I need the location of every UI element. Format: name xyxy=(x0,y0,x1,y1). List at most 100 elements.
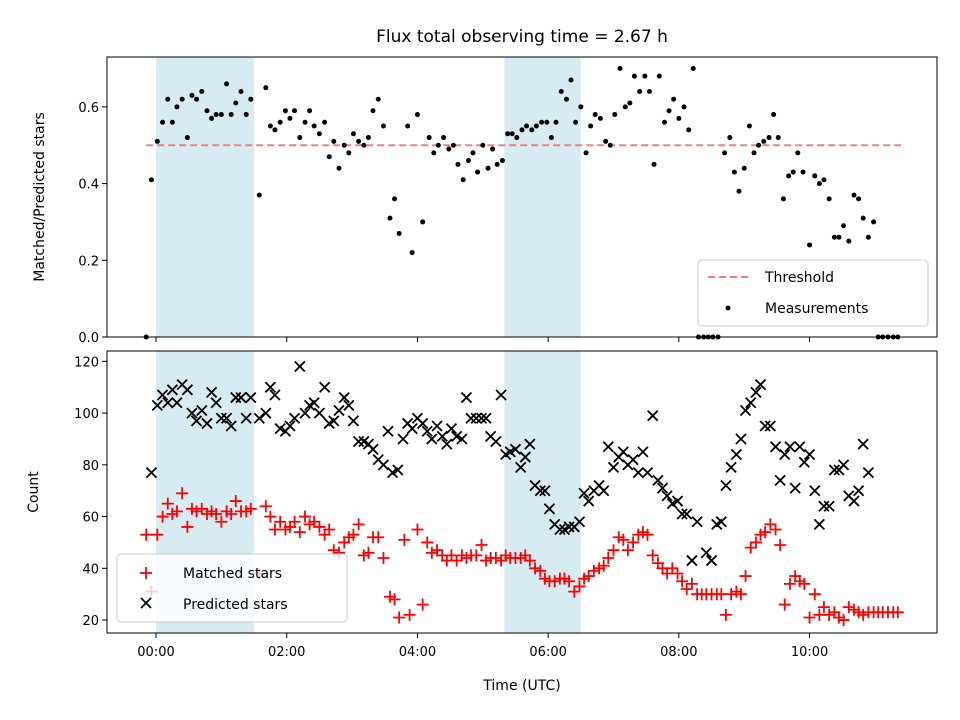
measurements-series xyxy=(143,66,901,340)
matched-stars-point xyxy=(617,533,630,546)
measurement-point xyxy=(505,131,511,137)
top-y-ticks: 0.0 0.2 0.4 0.6 xyxy=(78,101,107,346)
predicted-stars-point xyxy=(294,360,306,373)
measurement-point xyxy=(311,123,317,129)
predicted-stars-point xyxy=(720,479,732,492)
measurement-point xyxy=(780,196,786,202)
predicted-stars-point xyxy=(215,412,228,424)
measurement-point xyxy=(836,234,842,240)
measurement-point xyxy=(263,85,269,91)
measurement-point xyxy=(420,219,426,225)
measurement-point xyxy=(856,196,862,202)
matched-stars-point xyxy=(475,539,488,552)
measurement-point xyxy=(228,112,234,118)
measurement-point xyxy=(204,108,210,114)
predicted-stars-point xyxy=(377,459,390,471)
y-tick-label: 0.2 xyxy=(78,254,99,269)
predicted-stars-point xyxy=(779,448,791,461)
y-tick-label: 80 xyxy=(82,459,99,474)
top-legend: Threshold Measurements xyxy=(697,259,929,327)
matched-stars-point xyxy=(377,551,390,564)
predicted-stars-point xyxy=(515,461,527,474)
predicted-stars-point xyxy=(284,420,296,432)
predicted-stars-point xyxy=(480,412,492,424)
predicted-stars-point xyxy=(573,516,586,528)
measurement-point xyxy=(558,89,564,95)
matched-stars-point xyxy=(759,526,772,539)
predicted-stars-point xyxy=(196,404,208,417)
x-axis-label: Time (UTC) xyxy=(482,678,560,694)
matched-stars-point xyxy=(548,575,561,588)
predicted-stars-series xyxy=(145,360,875,567)
measurement-point xyxy=(199,89,205,95)
measurement-point xyxy=(326,154,332,160)
matched-stars-point xyxy=(808,588,821,601)
measurement-point xyxy=(622,104,628,110)
measurement-point xyxy=(297,135,303,141)
predicted-stars-point xyxy=(475,412,488,424)
matched-stars-point xyxy=(774,539,787,552)
predicted-stars-point xyxy=(563,521,575,533)
measurement-point xyxy=(356,138,362,144)
matched-stars-point xyxy=(259,500,272,513)
measurement-point xyxy=(666,108,672,114)
measurement-point xyxy=(165,96,171,102)
legend-measurements-label: Measurements xyxy=(765,301,868,317)
measurement-point xyxy=(865,234,871,240)
predicted-stars-point xyxy=(745,397,757,409)
matched-stars-point xyxy=(416,598,429,611)
predicted-stars-point xyxy=(730,448,742,461)
measurement-point xyxy=(681,104,687,110)
measurement-point xyxy=(409,250,415,256)
predicted-stars-point xyxy=(627,454,639,466)
predicted-stars-point xyxy=(264,381,277,393)
measurement-point xyxy=(741,165,747,171)
matched-stars-point xyxy=(573,580,586,593)
matched-stars-point xyxy=(568,585,581,598)
predicted-stars-point xyxy=(750,386,762,399)
predicted-stars-point xyxy=(862,466,875,479)
matched-stars-point xyxy=(523,554,536,567)
measurement-point xyxy=(256,192,262,198)
predicted-stars-point xyxy=(798,456,810,468)
matched-stars-point xyxy=(685,577,698,590)
matched-stars-series xyxy=(140,487,904,627)
measurement-point xyxy=(514,135,520,141)
predicted-stars-point xyxy=(539,485,551,497)
measurement-point xyxy=(756,142,762,148)
measurement-point xyxy=(731,169,737,175)
predicted-stars-point xyxy=(166,384,178,396)
bottom-y-ticks: 20 40 60 80 100 120 xyxy=(74,355,107,629)
predicted-stars-point xyxy=(554,523,566,536)
matched-stars-point xyxy=(308,515,321,528)
bottom-x-ticks: 00:00 02:00 04:00 06:00 08:00 10:00 xyxy=(137,633,828,660)
predicted-stars-point xyxy=(632,466,644,479)
measurement-point xyxy=(184,135,190,141)
measurement-point xyxy=(148,177,154,183)
predicted-stars-point xyxy=(735,433,747,445)
predicted-stars-point xyxy=(210,397,222,409)
measurement-point xyxy=(544,119,550,125)
matched-stars-point xyxy=(534,564,547,577)
matched-stars-point xyxy=(140,528,153,541)
measurement-point xyxy=(671,96,677,102)
predicted-stars-point xyxy=(421,425,433,437)
predicted-stars-point xyxy=(162,397,174,409)
matched-stars-point xyxy=(431,544,444,557)
measurement-point xyxy=(807,242,813,248)
measurement-point xyxy=(846,238,852,244)
matched-stars-point xyxy=(676,575,689,588)
measurement-point xyxy=(790,169,796,175)
matched-stars-point xyxy=(817,601,830,614)
matched-stars-point xyxy=(646,549,659,562)
predicted-stars-point xyxy=(848,495,860,507)
top-shaded-intervals xyxy=(156,57,581,337)
matched-stars-point xyxy=(190,505,203,518)
matched-stars-point xyxy=(661,567,674,580)
predicted-stars-point xyxy=(686,554,698,567)
measurement-point xyxy=(375,96,381,102)
measurement-point xyxy=(272,127,278,133)
measurement-point xyxy=(213,112,219,118)
x-tick-label: 04:00 xyxy=(399,645,436,660)
